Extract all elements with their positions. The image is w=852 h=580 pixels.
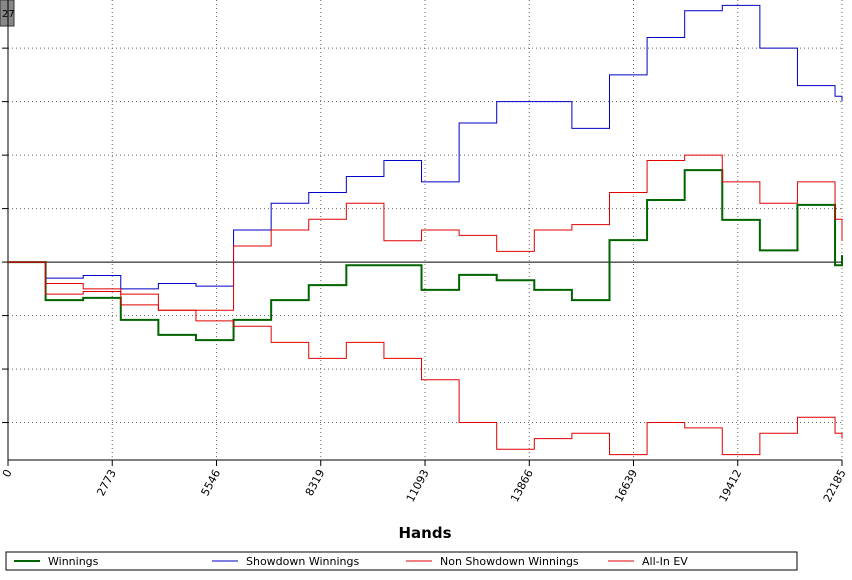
legend-label: All-In EV [642,555,688,568]
x-tick-label: 13866 [508,467,536,504]
x-tick-label: 8319 [303,467,328,498]
series-line [8,169,843,342]
series-line [8,154,843,311]
legend-label: Showdown Winnings [246,555,360,568]
x-tick-label: 2773 [94,467,119,498]
x-tick-label: 5546 [199,467,224,498]
x-tick-label: 22185 [821,467,849,504]
corner-box [0,0,15,27]
x-axis-label: Hands [398,524,451,542]
x-tick-label: 19412 [716,467,744,504]
legend-label: Winnings [48,555,99,568]
legend-label: Non Showdown Winnings [440,555,579,568]
x-tick-label: 11093 [404,467,432,504]
series-line [8,261,843,456]
x-tick-label: 16639 [612,467,640,504]
x-tick-label: 0 [0,467,15,479]
series-line [8,4,843,290]
legend-box [5,551,798,571]
